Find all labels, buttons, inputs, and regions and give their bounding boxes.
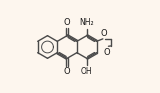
Text: NH₂: NH₂ <box>79 18 94 27</box>
Text: O: O <box>64 17 70 27</box>
Text: O: O <box>104 48 111 57</box>
Text: OH: OH <box>81 67 92 76</box>
Text: O: O <box>100 29 107 38</box>
Text: O: O <box>64 68 70 76</box>
